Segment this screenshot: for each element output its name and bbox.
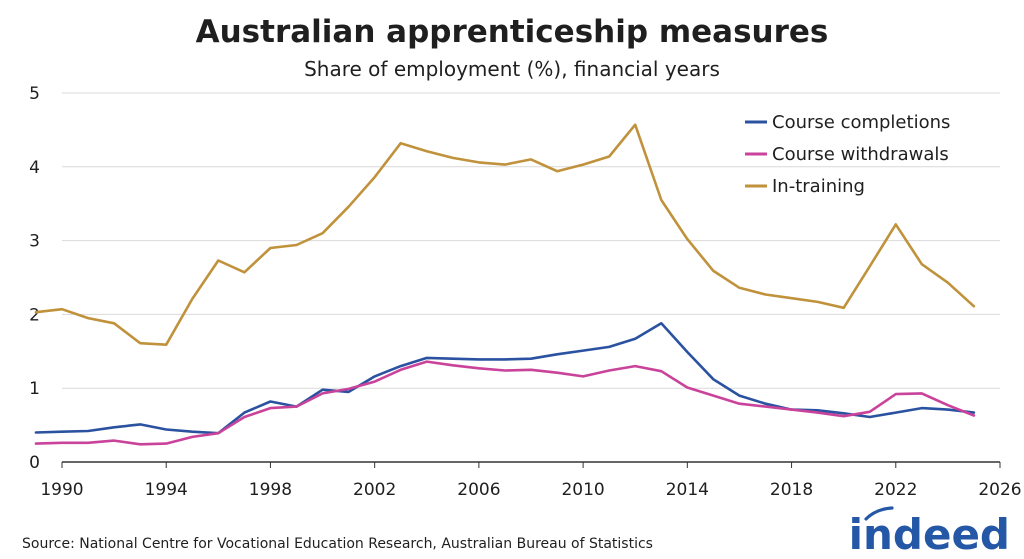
x-tick-label: 1994 — [145, 480, 188, 500]
indeed-logo: indeed — [849, 506, 1010, 559]
y-tick-label: 2 — [29, 305, 40, 325]
legend-label-course-withdrawals: Course withdrawals — [772, 144, 949, 165]
series-line-in-training — [34, 123, 976, 347]
chart-title: Australian apprenticeship measures — [196, 14, 829, 50]
chart-subtitle: Share of employment (%), financial years — [304, 57, 720, 81]
x-tick-label: 2022 — [874, 480, 917, 500]
x-tick-label: 1998 — [249, 480, 292, 500]
y-tick-label: 3 — [29, 232, 40, 252]
x-axis-ticks: 1990 1994 1998 2002 2006 2010 2014 2018 2022 2026 — [40, 462, 1022, 500]
x-tick-label: 2010 — [561, 480, 604, 500]
y-tick-label: 1 — [29, 379, 40, 399]
y-tick-label: 4 — [29, 158, 40, 178]
series-lines — [34, 123, 976, 446]
indeed-logo-mark-icon — [864, 506, 894, 521]
x-tick-label: 1990 — [40, 480, 83, 500]
y-axis-ticks: 0 1 2 3 4 5 — [29, 84, 40, 473]
x-tick-label: 2014 — [666, 480, 709, 500]
x-tick-label: 2018 — [770, 480, 813, 500]
y-tick-label: 0 — [29, 453, 40, 473]
legend: Course completions Course withdrawals In-t… — [745, 112, 950, 197]
source-note: Source: National Centre for Vocational E… — [22, 536, 653, 552]
series-line-course-completions — [34, 321, 976, 435]
indeed-logo-text: indeed — [849, 510, 1010, 559]
legend-label-course-completions: Course completions — [772, 112, 950, 133]
x-tick-label: 2026 — [978, 480, 1021, 500]
series-line-course-withdrawals — [34, 360, 976, 446]
gridlines — [62, 92, 1000, 463]
x-tick-label: 2006 — [457, 480, 500, 500]
y-tick-label: 5 — [29, 84, 40, 104]
x-tick-label: 2002 — [353, 480, 396, 500]
legend-label-in-training: In-training — [772, 176, 865, 197]
